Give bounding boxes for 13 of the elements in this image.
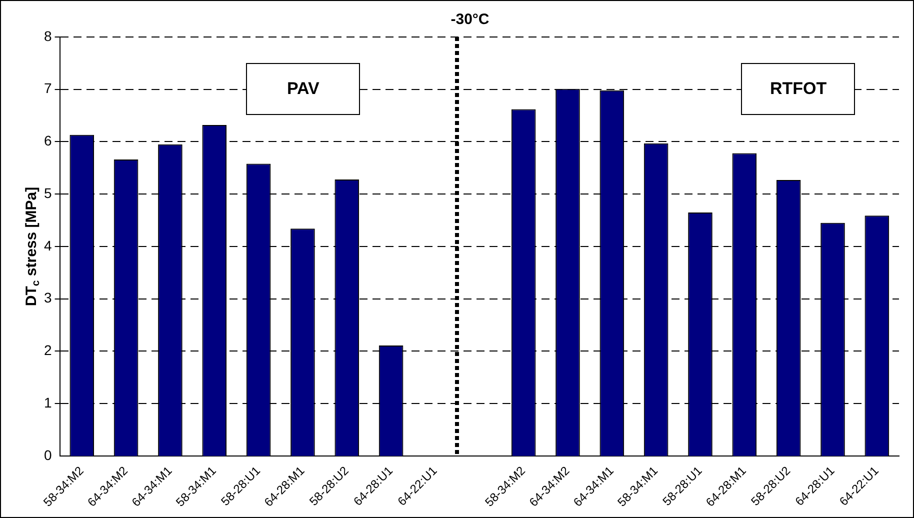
y-tick-label: 3 <box>44 290 52 306</box>
y-tick-label: 0 <box>44 446 52 463</box>
text-box: RTFOT <box>741 63 856 116</box>
y-tick-label: 4 <box>44 237 52 254</box>
y-tick-label: 6 <box>44 132 52 149</box>
y-axis-title: DTc stress [MPa] <box>22 186 42 306</box>
y-tick-label: 8 <box>44 28 52 44</box>
y-tick-label: 1 <box>44 394 52 410</box>
y-tick-label: 7 <box>44 80 52 96</box>
y-tick-label: 2 <box>44 342 52 358</box>
text-box: PAV <box>246 63 360 116</box>
chart-title: -30°C <box>450 11 490 28</box>
y-tick-label: 5 <box>44 184 52 201</box>
